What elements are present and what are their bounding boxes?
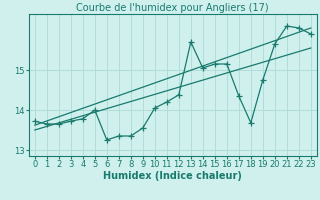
X-axis label: Humidex (Indice chaleur): Humidex (Indice chaleur) xyxy=(103,171,242,181)
Title: Courbe de l'humidex pour Angliers (17): Courbe de l'humidex pour Angliers (17) xyxy=(76,3,269,13)
